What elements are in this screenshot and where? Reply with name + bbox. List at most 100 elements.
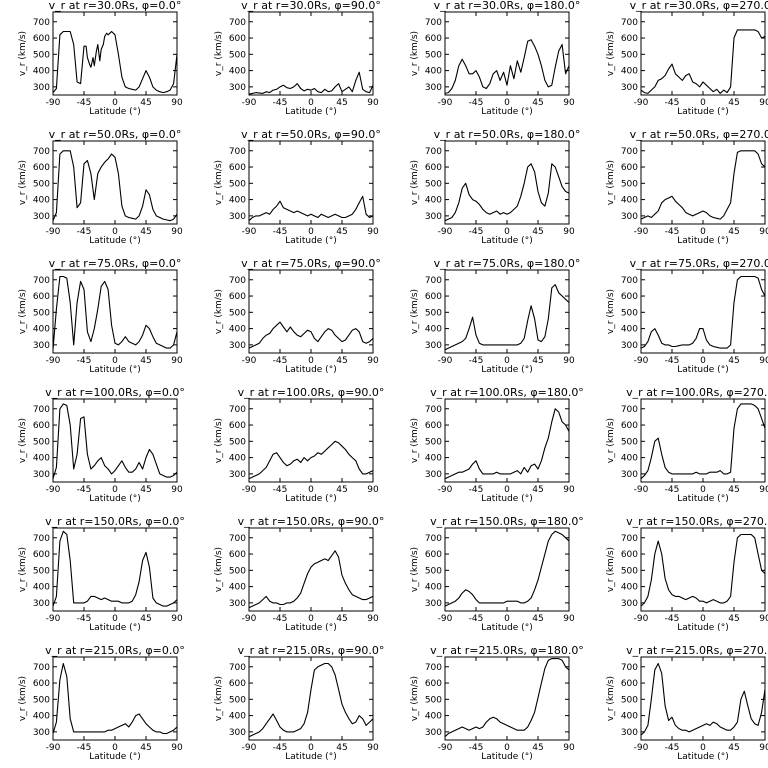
plot-frame [444, 398, 570, 483]
x-tick-label: -45 [665, 98, 680, 108]
x-tick-label: -90 [242, 356, 257, 366]
x-tick-label: 90 [367, 743, 379, 753]
y-tick-label: 300 [425, 470, 442, 480]
chart-panel-18: v_r at r=150.0Rs, φ=90.0° -90 -45 0 45 90 300 4… [214, 515, 384, 633]
y-tick-label: 300 [33, 728, 50, 738]
x-axis-label: Latitude (°) [677, 752, 728, 762]
x-tick-label: -45 [665, 227, 680, 237]
x-tick-label: -45 [77, 98, 92, 108]
x-tick-label: 45 [728, 614, 739, 624]
y-tick-label: 700 [621, 663, 638, 673]
series-line [640, 29, 766, 94]
y-tick-label: 400 [621, 712, 638, 722]
chart-panel-5: v_r at r=50.0Rs, φ=0.0° -90 -45 0 45 90 300 400… [18, 128, 183, 246]
chart-title: v_r at r=50.0Rs, φ=180.0° [434, 128, 581, 141]
y-tick-label: 600 [229, 34, 246, 44]
y-axis-label: v_r (km/s) [410, 547, 420, 592]
y-tick-label: 600 [621, 421, 638, 431]
x-tick-label: 90 [171, 614, 183, 624]
y-tick-label: 300 [621, 728, 638, 738]
x-tick-label: 45 [140, 485, 151, 495]
y-tick-label: 300 [621, 83, 638, 93]
chart-title: v_r at r=30.0Rs, φ=90.0° [241, 0, 381, 12]
chart-title: v_r at r=75.0Rs, φ=180.0° [434, 257, 581, 270]
y-tick-label: 700 [621, 534, 638, 544]
y-tick-label: 300 [229, 83, 246, 93]
x-axis-label: Latitude (°) [285, 365, 336, 375]
y-tick-label: 700 [425, 663, 442, 673]
x-axis-label: Latitude (°) [89, 494, 140, 504]
y-tick-label: 400 [425, 712, 442, 722]
y-axis-label: v_r (km/s) [606, 418, 616, 463]
x-tick-label: -45 [665, 743, 680, 753]
x-tick-label: -90 [438, 485, 453, 495]
y-tick-label: 600 [621, 550, 638, 560]
chart-title: v_r at r=150.0Rs, φ=90.0° [238, 515, 385, 528]
y-tick-label: 500 [33, 50, 50, 60]
plot-frame [52, 656, 178, 741]
y-tick-label: 300 [229, 728, 246, 738]
chart-title: v_r at r=30.0Rs, φ=270.0° [630, 0, 768, 12]
y-tick-label: 400 [33, 325, 50, 335]
x-tick-label: 0 [504, 356, 510, 366]
y-axis-label: v_r (km/s) [18, 160, 28, 205]
chart-title: v_r at r=30.0Rs, φ=180.0° [434, 0, 581, 12]
y-tick-label: 400 [229, 196, 246, 206]
x-tick-label: -90 [242, 614, 257, 624]
x-axis-label: Latitude (°) [285, 494, 336, 504]
y-tick-label: 400 [621, 196, 638, 206]
x-tick-label: 45 [532, 614, 543, 624]
y-tick-label: 700 [425, 147, 442, 157]
y-tick-label: 400 [229, 67, 246, 77]
y-axis-label: v_r (km/s) [410, 31, 420, 76]
y-tick-label: 700 [425, 276, 442, 286]
y-tick-label: 700 [621, 276, 638, 286]
x-tick-label: -45 [77, 743, 92, 753]
plot-frame [52, 527, 178, 612]
x-tick-label: 90 [759, 485, 768, 495]
x-tick-label: 0 [504, 485, 510, 495]
y-axis-label: v_r (km/s) [410, 160, 420, 205]
chart-panel-1: v_r at r=30.0Rs, φ=0.0° -90 -45 0 45 90 300 400… [18, 0, 183, 117]
x-tick-label: 45 [140, 743, 151, 753]
y-axis-label: v_r (km/s) [214, 31, 224, 76]
x-tick-label: 90 [367, 98, 379, 108]
x-tick-label: 45 [728, 743, 739, 753]
y-axis-label: v_r (km/s) [410, 289, 420, 334]
y-tick-label: 500 [229, 437, 246, 447]
series-line [444, 284, 570, 351]
chart-panel-23: v_r at r=215.0Rs, φ=180.0° -90 -45 0 45 90 300… [410, 644, 584, 762]
y-tick-label: 700 [621, 18, 638, 28]
x-axis-label: Latitude (°) [285, 752, 336, 762]
x-tick-label: 90 [759, 98, 768, 108]
y-tick-label: 400 [425, 454, 442, 464]
series-line [248, 195, 374, 222]
x-tick-label: -45 [469, 614, 484, 624]
y-tick-label: 600 [33, 550, 50, 560]
y-tick-label: 600 [621, 292, 638, 302]
series-line [640, 662, 766, 736]
y-axis-label: v_r (km/s) [606, 547, 616, 592]
x-axis-label: Latitude (°) [481, 107, 532, 117]
y-tick-label: 600 [229, 550, 246, 560]
x-tick-label: 0 [308, 743, 314, 753]
y-tick-label: 700 [33, 405, 50, 415]
y-tick-label: 500 [425, 50, 442, 60]
x-tick-label: 45 [532, 356, 543, 366]
y-tick-label: 700 [425, 534, 442, 544]
x-tick-label: -45 [665, 485, 680, 495]
y-tick-label: 500 [229, 566, 246, 576]
chart-title: v_r at r=215.0Rs, φ=180.0° [430, 644, 584, 657]
series-line [248, 440, 374, 480]
x-tick-label: -45 [77, 356, 92, 366]
y-tick-label: 300 [425, 341, 442, 351]
x-tick-label: 45 [336, 227, 347, 237]
y-tick-label: 400 [229, 712, 246, 722]
x-tick-label: 0 [700, 98, 706, 108]
x-tick-label: 45 [532, 743, 543, 753]
x-tick-label: 90 [171, 227, 183, 237]
y-axis-label: v_r (km/s) [18, 418, 28, 463]
x-axis-label: Latitude (°) [89, 752, 140, 762]
chart-title: v_r at r=100.0Rs, φ=270.0° [626, 386, 768, 399]
